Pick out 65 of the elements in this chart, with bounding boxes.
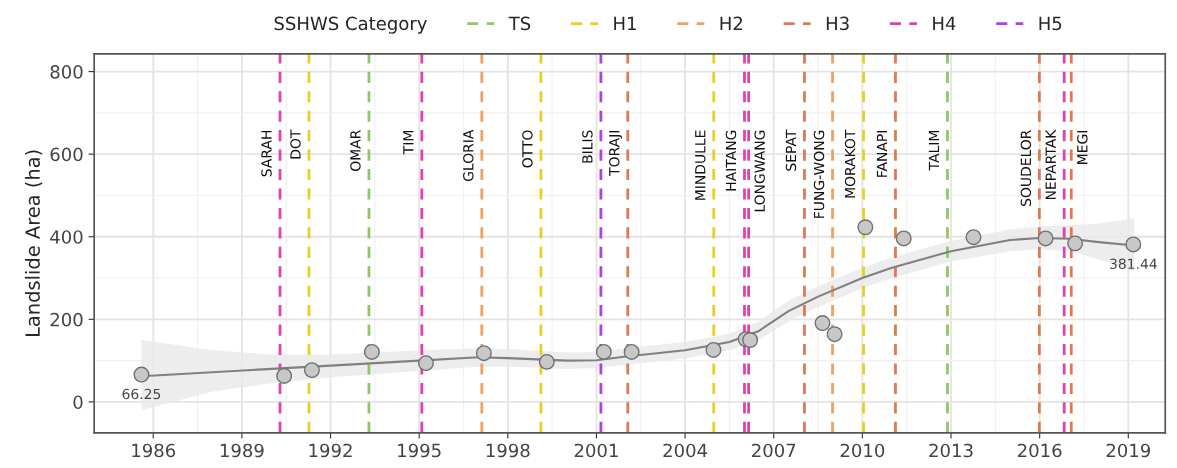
ref-line-label: OMAR <box>350 130 361 171</box>
ref-line-label: MORAKOT <box>844 129 856 198</box>
ref-line-label: LONGWANG <box>754 130 765 212</box>
ref-line-label: DOT <box>290 129 301 159</box>
data-label: 66.25 <box>122 388 161 400</box>
point <box>826 326 843 343</box>
point <box>303 362 320 379</box>
x-tick-label: 2016 <box>1018 443 1062 458</box>
x-tick-label: 2019 <box>1106 443 1150 458</box>
ref-line-label: FANAPI <box>876 131 888 177</box>
point <box>133 366 150 383</box>
y-tick-label: 200 <box>50 312 83 327</box>
legend-label: H2 <box>720 16 743 30</box>
ref-line-label: OTTO <box>522 130 533 168</box>
legend-label: H5 <box>1039 16 1062 31</box>
point <box>705 341 722 358</box>
ref-line-label: GLORIA <box>463 129 474 182</box>
point <box>965 229 982 246</box>
ref-line-label: MEGI <box>1077 131 1088 164</box>
x-tick-label: 1995 <box>398 443 441 458</box>
ref-line-label: NEPARTAK <box>1045 129 1056 200</box>
ref-line-label: TORAJI <box>609 131 623 176</box>
x-tick-label: 1998 <box>486 443 530 458</box>
legend-label: H1 <box>614 16 636 30</box>
legend-label: H3 <box>826 16 849 31</box>
y-tick-label: 800 <box>50 65 83 79</box>
ref-line-label: MINDULLE <box>695 130 706 200</box>
x-tick-label: 1986 <box>132 443 176 458</box>
x-tick-label: 1992 <box>309 443 352 458</box>
point <box>1125 236 1142 253</box>
ref-line-label: SEPAT <box>785 129 797 171</box>
point <box>595 343 612 360</box>
y-tick-label: 400 <box>50 230 83 244</box>
point <box>814 315 831 332</box>
point <box>538 353 555 370</box>
x-tick-label: 2001 <box>574 443 618 458</box>
ref-line-label: TALIM <box>928 130 940 171</box>
point <box>276 367 293 384</box>
point <box>895 230 912 247</box>
point <box>1067 235 1084 252</box>
ref-line-label: HAITANG <box>725 130 737 191</box>
point <box>417 355 434 372</box>
ref-line-label: SARAH <box>261 131 272 177</box>
x-tick-label: 2004 <box>663 443 708 458</box>
ref-line-label: TIM <box>403 130 414 155</box>
point <box>857 219 874 236</box>
point <box>363 343 380 360</box>
y-axis-title: Landslide Area (ha) <box>24 150 43 337</box>
point <box>742 332 759 348</box>
point <box>623 343 640 360</box>
data-label: 381.44 <box>1110 258 1157 270</box>
x-tick-label: 2007 <box>752 443 796 458</box>
legend-title: SSHWS Category <box>274 16 427 34</box>
x-tick-label: 2010 <box>840 443 885 458</box>
ref-line-label: FUNG-WONG <box>813 130 825 218</box>
legend-label: H4 <box>933 16 956 30</box>
x-tick-label: 1989 <box>220 443 264 458</box>
legend-label: TS <box>508 16 531 31</box>
x-tick-label: 2013 <box>929 443 973 458</box>
y-tick-label: 600 <box>50 147 83 162</box>
y-tick-label: 0 <box>73 395 83 410</box>
ref-line-label: SOUDELOR <box>1020 130 1032 206</box>
point <box>1037 230 1054 247</box>
ref-line-label: BILIS <box>582 130 593 163</box>
point <box>475 345 492 362</box>
